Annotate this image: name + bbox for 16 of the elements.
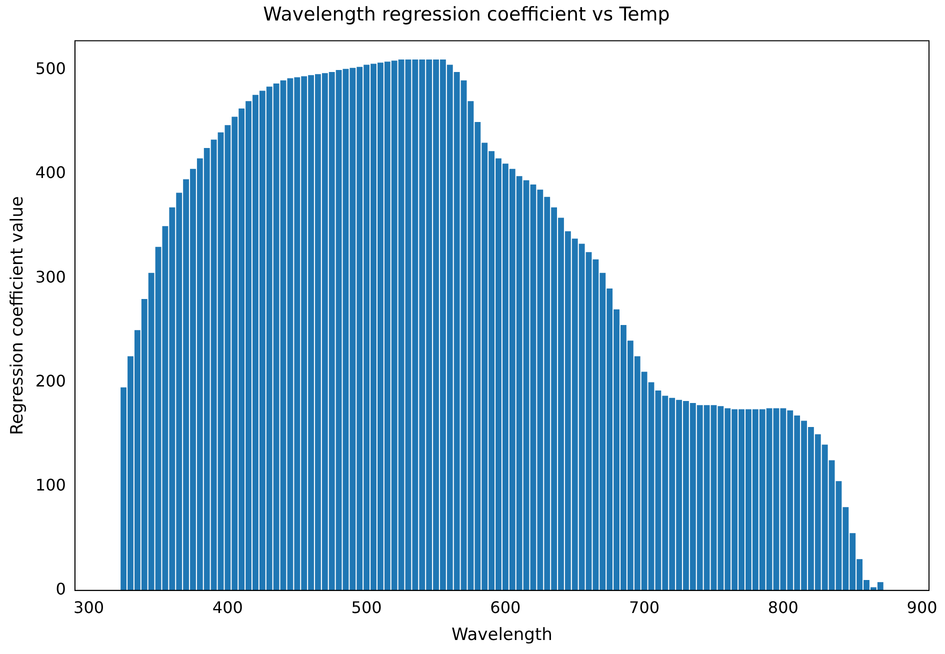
y-axis-title: Regression coefficient value	[8, 196, 28, 436]
chart-title: Wavelength regression coefficient vs Temp	[263, 3, 670, 26]
x-tick-label: 600	[490, 598, 521, 618]
y-tick-label: 200	[35, 371, 66, 390]
x-tick-label: 300	[74, 598, 104, 618]
x-tick-label: 900	[906, 598, 938, 618]
x-tick-label: 500	[351, 598, 382, 618]
y-tick-label: 100	[35, 475, 66, 494]
x-tick-label: 700	[629, 598, 660, 618]
y-tick-label: 0	[56, 580, 66, 599]
y-tick-label: 400	[35, 163, 66, 182]
y-tick-label: 300	[35, 267, 66, 286]
x-tick-label: 400	[212, 598, 243, 618]
y-tick-label: 500	[35, 59, 66, 78]
x-axis-title: Wavelength	[452, 625, 552, 646]
x-tick-label: 800	[768, 598, 798, 618]
